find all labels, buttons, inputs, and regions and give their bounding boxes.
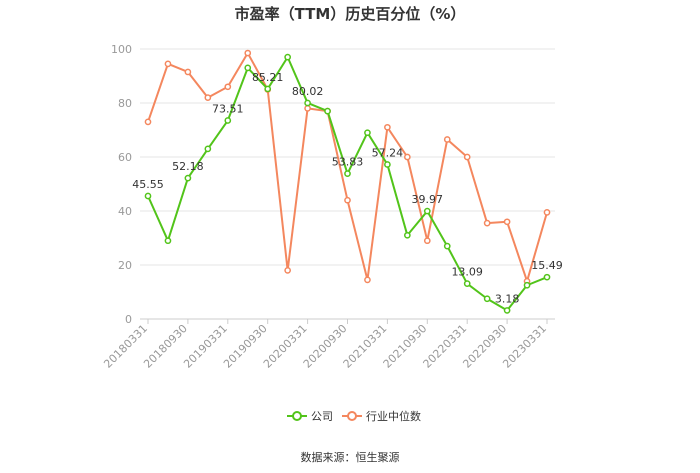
y-tick-label: 20 [118,259,132,272]
legend-item-industry-median[interactable]: 行业中位数 [342,409,421,423]
data-point [224,117,232,124]
x-axis: 2018033120180930201903312019093020200331… [101,319,549,371]
data-labels: 45.55 52.18 73.51 85.21 80.02 53.83 57.24 39.97… [132,71,563,305]
legend-company-marker [292,411,302,421]
data-point [264,85,272,93]
data-point [543,273,551,281]
data-point [304,105,311,112]
data-label: 73.51 [212,103,244,116]
legend-company-label: 公司 [311,410,333,423]
data-point [144,118,152,126]
data-label: 45.55 [132,178,164,191]
data-point [364,276,371,284]
data-point [483,295,491,303]
data-point [443,136,451,143]
data-point [184,174,192,182]
data-point [144,192,152,200]
data-point [304,99,311,107]
data-point [483,219,491,227]
data-point [224,83,232,91]
data-point [204,145,212,153]
data-point [463,280,471,288]
data-point [503,307,511,314]
data-point [543,209,551,216]
y-tick-label: 40 [118,205,132,218]
legend-industry-marker [347,411,357,421]
data-point [423,207,431,215]
data-label: 39.97 [412,193,444,206]
data-label: 53.83 [332,156,364,169]
legend-item-company[interactable]: 公司 [287,410,333,423]
data-point [324,107,331,115]
data-point [404,231,411,239]
data-point [164,60,172,68]
data-label: 52.18 [172,160,204,173]
data-point [164,237,172,245]
series-layer [144,49,551,314]
legend-industry-label: 行业中位数 [366,409,421,423]
data-point [384,123,391,131]
data-point [184,68,192,76]
data-point [344,196,351,204]
data-point [463,153,471,161]
data-point [423,237,431,245]
data-label: 85.21 [252,71,284,84]
grid-lines [140,48,555,320]
data-label: 13.09 [451,266,483,279]
data-point [284,53,291,61]
data-point [503,218,511,226]
x-tick-label: 20230331 [500,322,549,371]
data-point [244,64,252,72]
y-tick-label: 100 [111,43,132,56]
data-point [523,281,531,289]
data-point [244,49,252,57]
data-point [443,242,451,250]
y-tick-label: 60 [118,151,132,164]
y-axis: 0 20 40 60 80 100 [111,43,132,326]
data-point [344,170,351,178]
source-note: 数据来源：恒生聚源 [301,450,400,464]
data-point [284,267,291,274]
data-label: 3.18 [495,292,520,305]
data-point [364,129,371,137]
data-point [204,94,212,101]
chart-title: 市盈率（TTM）历史百分位（%） [235,5,466,23]
y-tick-label: 80 [118,97,132,110]
data-label: 15.49 [531,259,563,272]
data-label: 80.02 [292,85,324,98]
legend[interactable]: 公司 行业中位数 [287,409,421,423]
data-label: 57.24 [372,146,404,159]
data-point [384,161,391,168]
data-point [404,153,411,161]
y-tick-label: 0 [125,313,132,326]
